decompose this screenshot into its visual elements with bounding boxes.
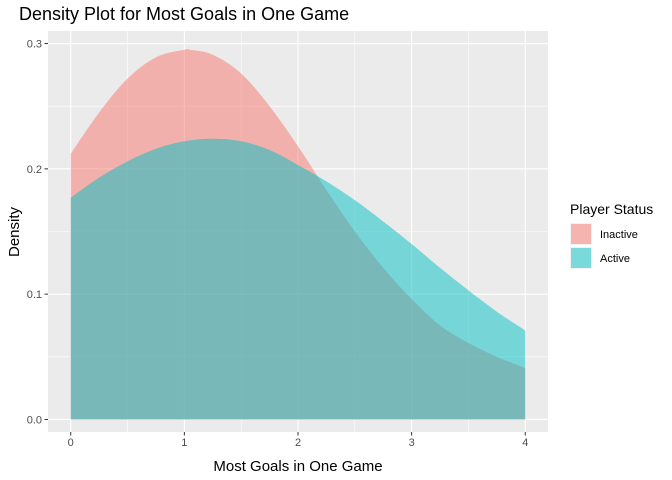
chart-title: Density Plot for Most Goals in One Game — [19, 4, 349, 24]
legend-label-active: Active — [600, 253, 630, 265]
x-tick-label: 0 — [68, 437, 74, 449]
y-tick-label: 0.0 — [27, 414, 42, 426]
x-tick-label: 3 — [409, 437, 415, 449]
density-area-active — [70, 138, 526, 420]
legend: Player Status Inactive Active — [570, 201, 653, 269]
x-tick-label: 4 — [522, 437, 528, 449]
x-axis-ticks: 0 1 2 3 4 — [68, 432, 528, 449]
x-tick-label: 1 — [181, 437, 187, 449]
y-tick-label: 0.3 — [27, 39, 42, 51]
legend-title: Player Status — [570, 201, 653, 217]
x-tick-label: 2 — [295, 437, 301, 449]
density-areas — [70, 49, 526, 420]
x-axis-title: Most Goals in One Game — [213, 458, 382, 475]
legend-label-inactive: Inactive — [600, 229, 638, 241]
y-tick-label: 0.2 — [27, 164, 42, 176]
y-axis-title: Density — [6, 206, 23, 257]
legend-key-inactive — [571, 224, 591, 244]
y-axis-ticks: 0.0 0.1 0.2 0.3 — [27, 39, 48, 426]
legend-key-active — [571, 248, 591, 268]
y-tick-label: 0.1 — [27, 289, 42, 301]
